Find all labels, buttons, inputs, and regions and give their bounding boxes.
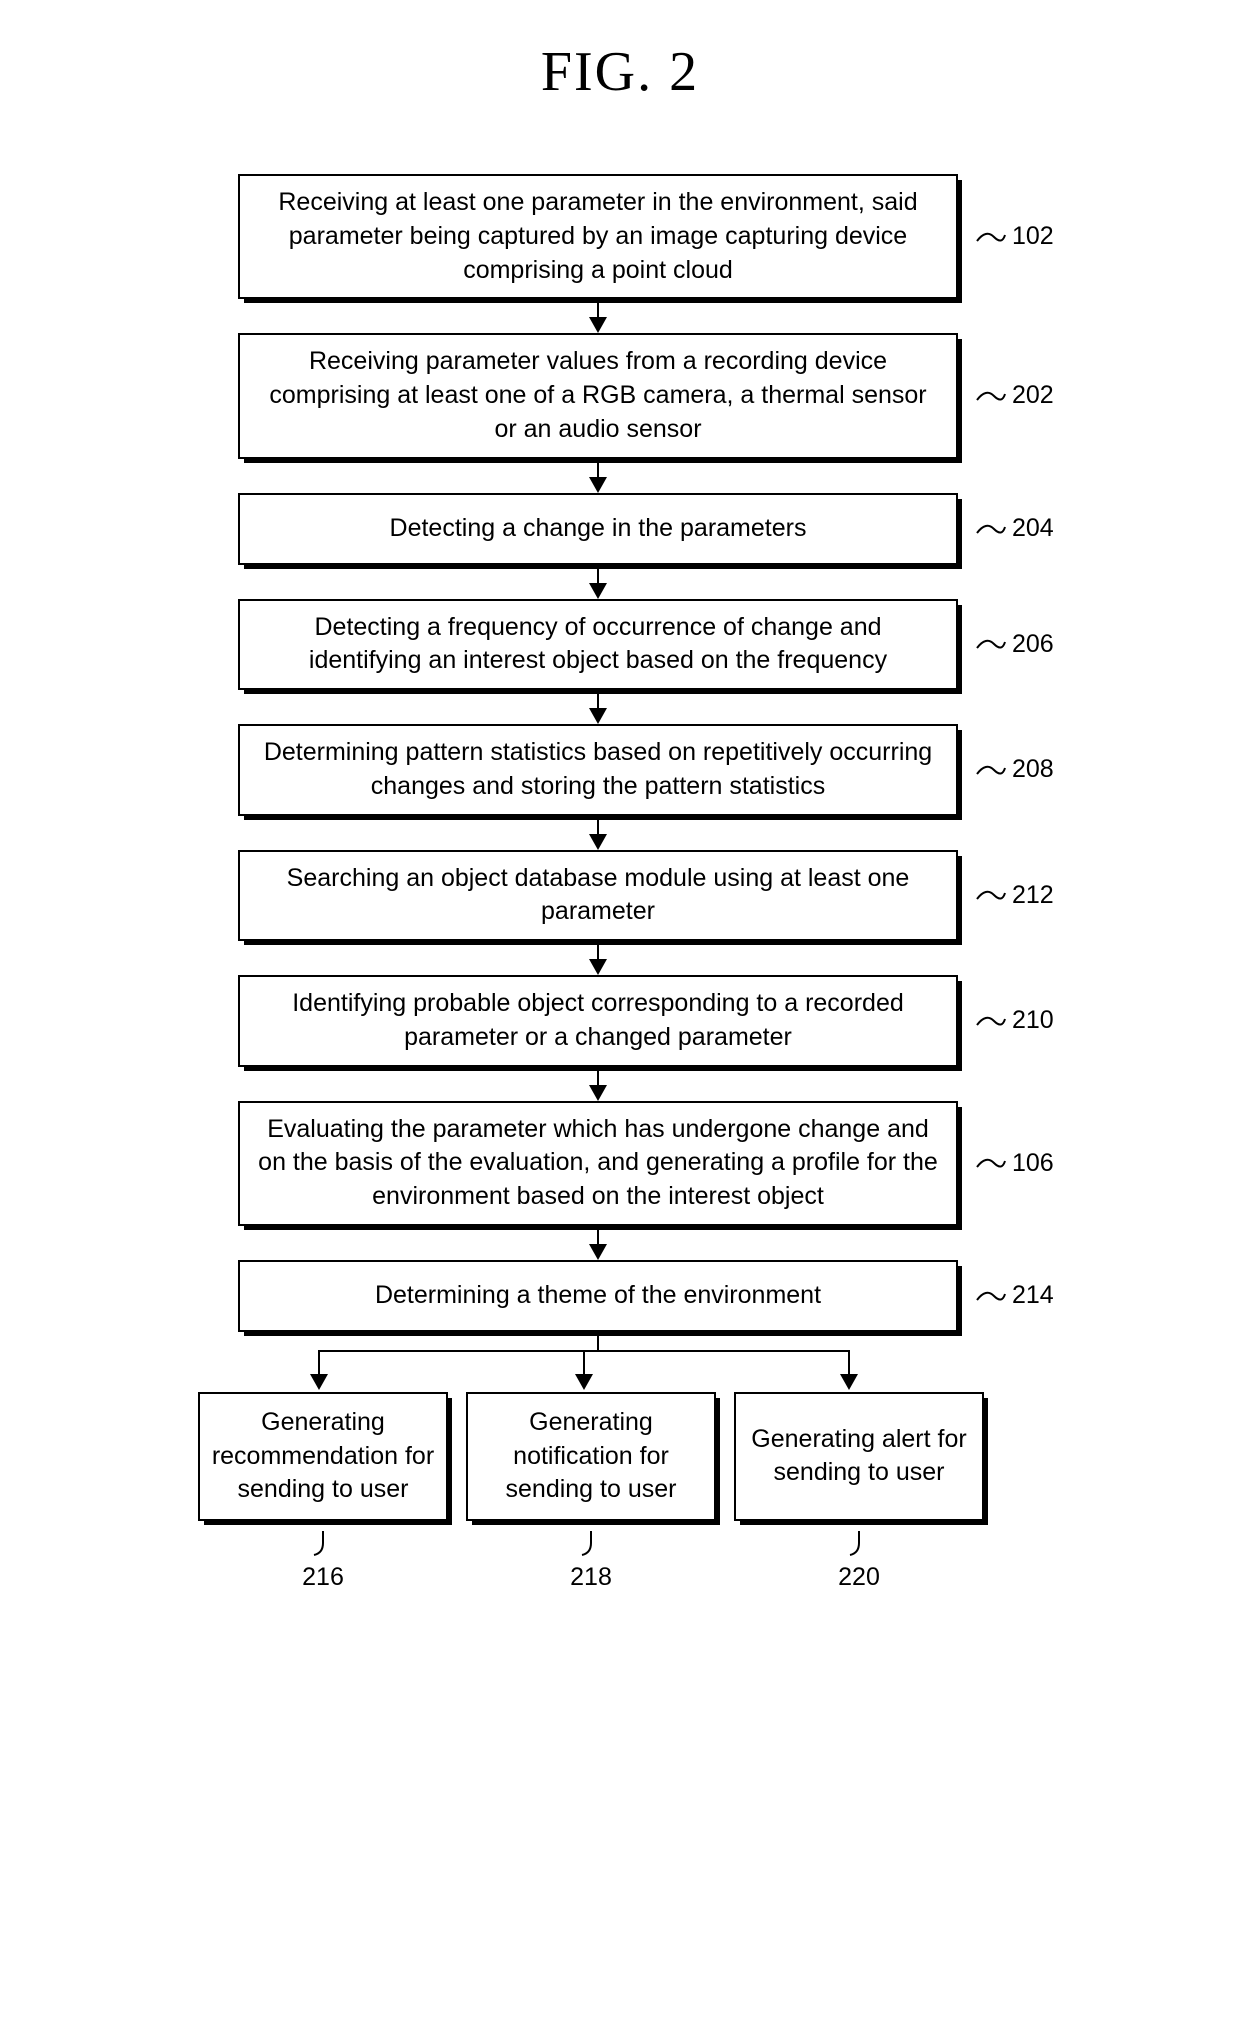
flow-box-text: Detecting a frequency of occurrence of c… xyxy=(258,611,938,679)
leader-curve-icon xyxy=(976,1286,1006,1306)
step-row: Determining a theme of the environment 2… xyxy=(150,1260,1090,1332)
step-row: Receiving parameter values from a record… xyxy=(150,333,1090,458)
leader-curve-icon xyxy=(976,227,1006,247)
ref-cell: 218 xyxy=(466,1531,716,1592)
flow-box-206: Detecting a frequency of occurrence of c… xyxy=(238,599,958,691)
ref-cell: 220 xyxy=(734,1531,984,1592)
flow-box-text: Searching an object database module usin… xyxy=(258,862,938,930)
ref-label: 212 xyxy=(976,881,1054,910)
ref-label: 214 xyxy=(976,1281,1054,1310)
leader-curve-icon xyxy=(976,634,1006,654)
step-row: Detecting a frequency of occurrence of c… xyxy=(150,599,1090,691)
flow-box-text: Generating notification for sending to u… xyxy=(478,1406,704,1507)
step-row: Identifying probable object correspondin… xyxy=(150,975,1090,1067)
ref-number: 204 xyxy=(1012,514,1054,543)
ref-label: 204 xyxy=(976,514,1054,543)
leader-curve-icon xyxy=(976,885,1006,905)
flow-box-220: Generating alert for sending to user xyxy=(734,1392,984,1521)
ref-label: 206 xyxy=(976,630,1054,659)
flow-box-212: Searching an object database module usin… xyxy=(238,850,958,942)
branch-stub xyxy=(597,1332,599,1350)
branch-ref-row: 216 218 220 xyxy=(150,1531,1090,1592)
step-row: Determining pattern statistics based on … xyxy=(150,724,1090,816)
leader-curve-icon xyxy=(976,386,1006,406)
arrow-connector xyxy=(238,299,958,333)
ref-number: 216 xyxy=(302,1563,344,1591)
ref-number: 210 xyxy=(1012,1006,1054,1035)
branch-row: Generating recommendation for sending to… xyxy=(150,1392,1090,1521)
ref-number: 214 xyxy=(1012,1281,1054,1310)
flow-box-218: Generating notification for sending to u… xyxy=(466,1392,716,1521)
arrow-connector xyxy=(238,459,958,493)
arrow-connector xyxy=(238,1067,958,1101)
ref-label: 106 xyxy=(976,1149,1054,1178)
ref-label: 202 xyxy=(976,381,1054,410)
ref-number: 106 xyxy=(1012,1149,1054,1178)
arrow-connector xyxy=(238,565,958,599)
ref-number: 202 xyxy=(1012,381,1054,410)
step-row: Evaluating the parameter which has under… xyxy=(150,1101,1090,1226)
ref-number: 212 xyxy=(1012,881,1054,910)
leader-curve-icon xyxy=(976,760,1006,780)
flow-box-text: Determining pattern statistics based on … xyxy=(258,736,938,804)
flow-box-202: Receiving parameter values from a record… xyxy=(238,333,958,458)
flowchart: Receiving at least one parameter in the … xyxy=(150,174,1090,1592)
flow-box-text: Identifying probable object correspondin… xyxy=(258,987,938,1055)
ref-label: 210 xyxy=(976,1006,1054,1035)
flow-box-text: Evaluating the parameter which has under… xyxy=(258,1113,938,1214)
flow-box-210: Identifying probable object correspondin… xyxy=(238,975,958,1067)
leader-curve-icon xyxy=(976,1153,1006,1173)
flow-box-text: Detecting a change in the parameters xyxy=(390,512,807,546)
flow-box-text: Generating alert for sending to user xyxy=(746,1423,972,1491)
ref-number: 218 xyxy=(570,1563,612,1591)
arrow-connector xyxy=(238,816,958,850)
step-row: Receiving at least one parameter in the … xyxy=(150,174,1090,299)
flow-box-106: Evaluating the parameter which has under… xyxy=(238,1101,958,1226)
arrow-connector xyxy=(238,941,958,975)
flow-box-214: Determining a theme of the environment xyxy=(238,1260,958,1332)
flow-box-text: Determining a theme of the environment xyxy=(375,1279,821,1313)
leader-curve-icon xyxy=(976,519,1006,539)
ref-number: 102 xyxy=(1012,222,1054,251)
flow-box-216: Generating recommendation for sending to… xyxy=(198,1392,448,1521)
ref-label: 102 xyxy=(976,222,1054,251)
flow-box-text: Receiving parameter values from a record… xyxy=(258,345,938,446)
step-row: Searching an object database module usin… xyxy=(150,850,1090,942)
figure-title: FIG. 2 xyxy=(0,40,1240,104)
ref-number: 206 xyxy=(1012,630,1054,659)
ref-number: 220 xyxy=(838,1563,880,1591)
ref-cell: 216 xyxy=(198,1531,448,1592)
flow-box-204: Detecting a change in the parameters xyxy=(238,493,958,565)
ref-number: 208 xyxy=(1012,755,1054,784)
flow-box-text: Receiving at least one parameter in the … xyxy=(258,186,938,287)
ref-label: 208 xyxy=(976,755,1054,784)
leader-curve-icon xyxy=(976,1011,1006,1031)
arrow-connector xyxy=(238,1226,958,1260)
flow-box-208: Determining pattern statistics based on … xyxy=(238,724,958,816)
flow-box-102: Receiving at least one parameter in the … xyxy=(238,174,958,299)
arrow-connector xyxy=(238,690,958,724)
flow-box-text: Generating recommendation for sending to… xyxy=(210,1406,436,1507)
step-row: Detecting a change in the parameters 204 xyxy=(150,493,1090,565)
branch-connector xyxy=(238,1332,958,1392)
